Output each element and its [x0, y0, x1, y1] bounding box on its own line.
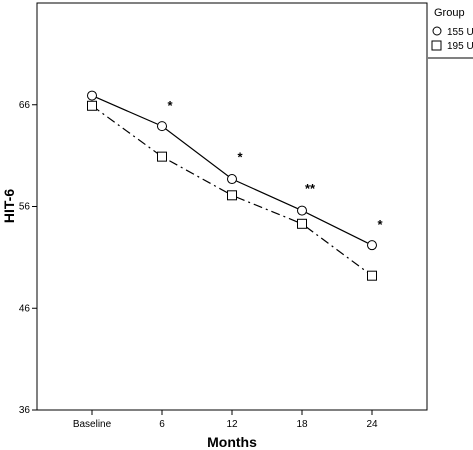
plot-frame — [36, 2, 428, 411]
legend-label-155u: 155 U — [447, 27, 473, 38]
series-line-155u — [91, 95, 373, 246]
square-point — [367, 270, 377, 281]
square-point — [87, 100, 97, 111]
y-axis: 36 46 56 66 — [19, 100, 37, 416]
legend-item-155u: 155 U — [432, 26, 473, 38]
legend-circle-marker — [432, 26, 442, 36]
significance-marker: ** — [305, 181, 316, 196]
x-tick-label: 6 — [159, 419, 165, 430]
series-layer — [87, 90, 377, 281]
square-point — [227, 190, 237, 201]
legend-label-195u: 195 U — [447, 41, 473, 52]
square-point — [157, 151, 167, 162]
x-axis: Baseline 6 12 18 24 — [73, 410, 378, 430]
x-tick-label: Baseline — [73, 419, 112, 430]
x-tick-label: 12 — [226, 419, 238, 430]
significance-marker: * — [237, 150, 243, 165]
significance-marker: * — [167, 98, 173, 113]
legend-title: Group — [434, 7, 465, 19]
x-axis-title: Months — [207, 434, 257, 450]
circle-point — [227, 174, 237, 185]
y-axis-title: HIT-6 — [1, 189, 17, 223]
square-point — [297, 218, 307, 229]
circle-point — [367, 240, 377, 251]
annotation-layer: ***** — [167, 98, 383, 232]
circle-point — [297, 205, 307, 216]
legend-square-marker — [431, 40, 442, 51]
legend-item-195u: 195 U — [431, 40, 473, 52]
y-tick-label: 56 — [19, 202, 31, 213]
x-tick-label: 18 — [296, 419, 308, 430]
y-tick-label: 46 — [19, 303, 31, 314]
circle-point — [157, 121, 167, 132]
circle-point — [87, 90, 97, 101]
y-tick-label: 36 — [19, 405, 31, 416]
x-tick-label: 24 — [366, 419, 378, 430]
legend: Group 155 U 195 U — [428, 7, 473, 59]
significance-marker: * — [377, 217, 383, 232]
y-tick-label: 66 — [19, 100, 31, 111]
